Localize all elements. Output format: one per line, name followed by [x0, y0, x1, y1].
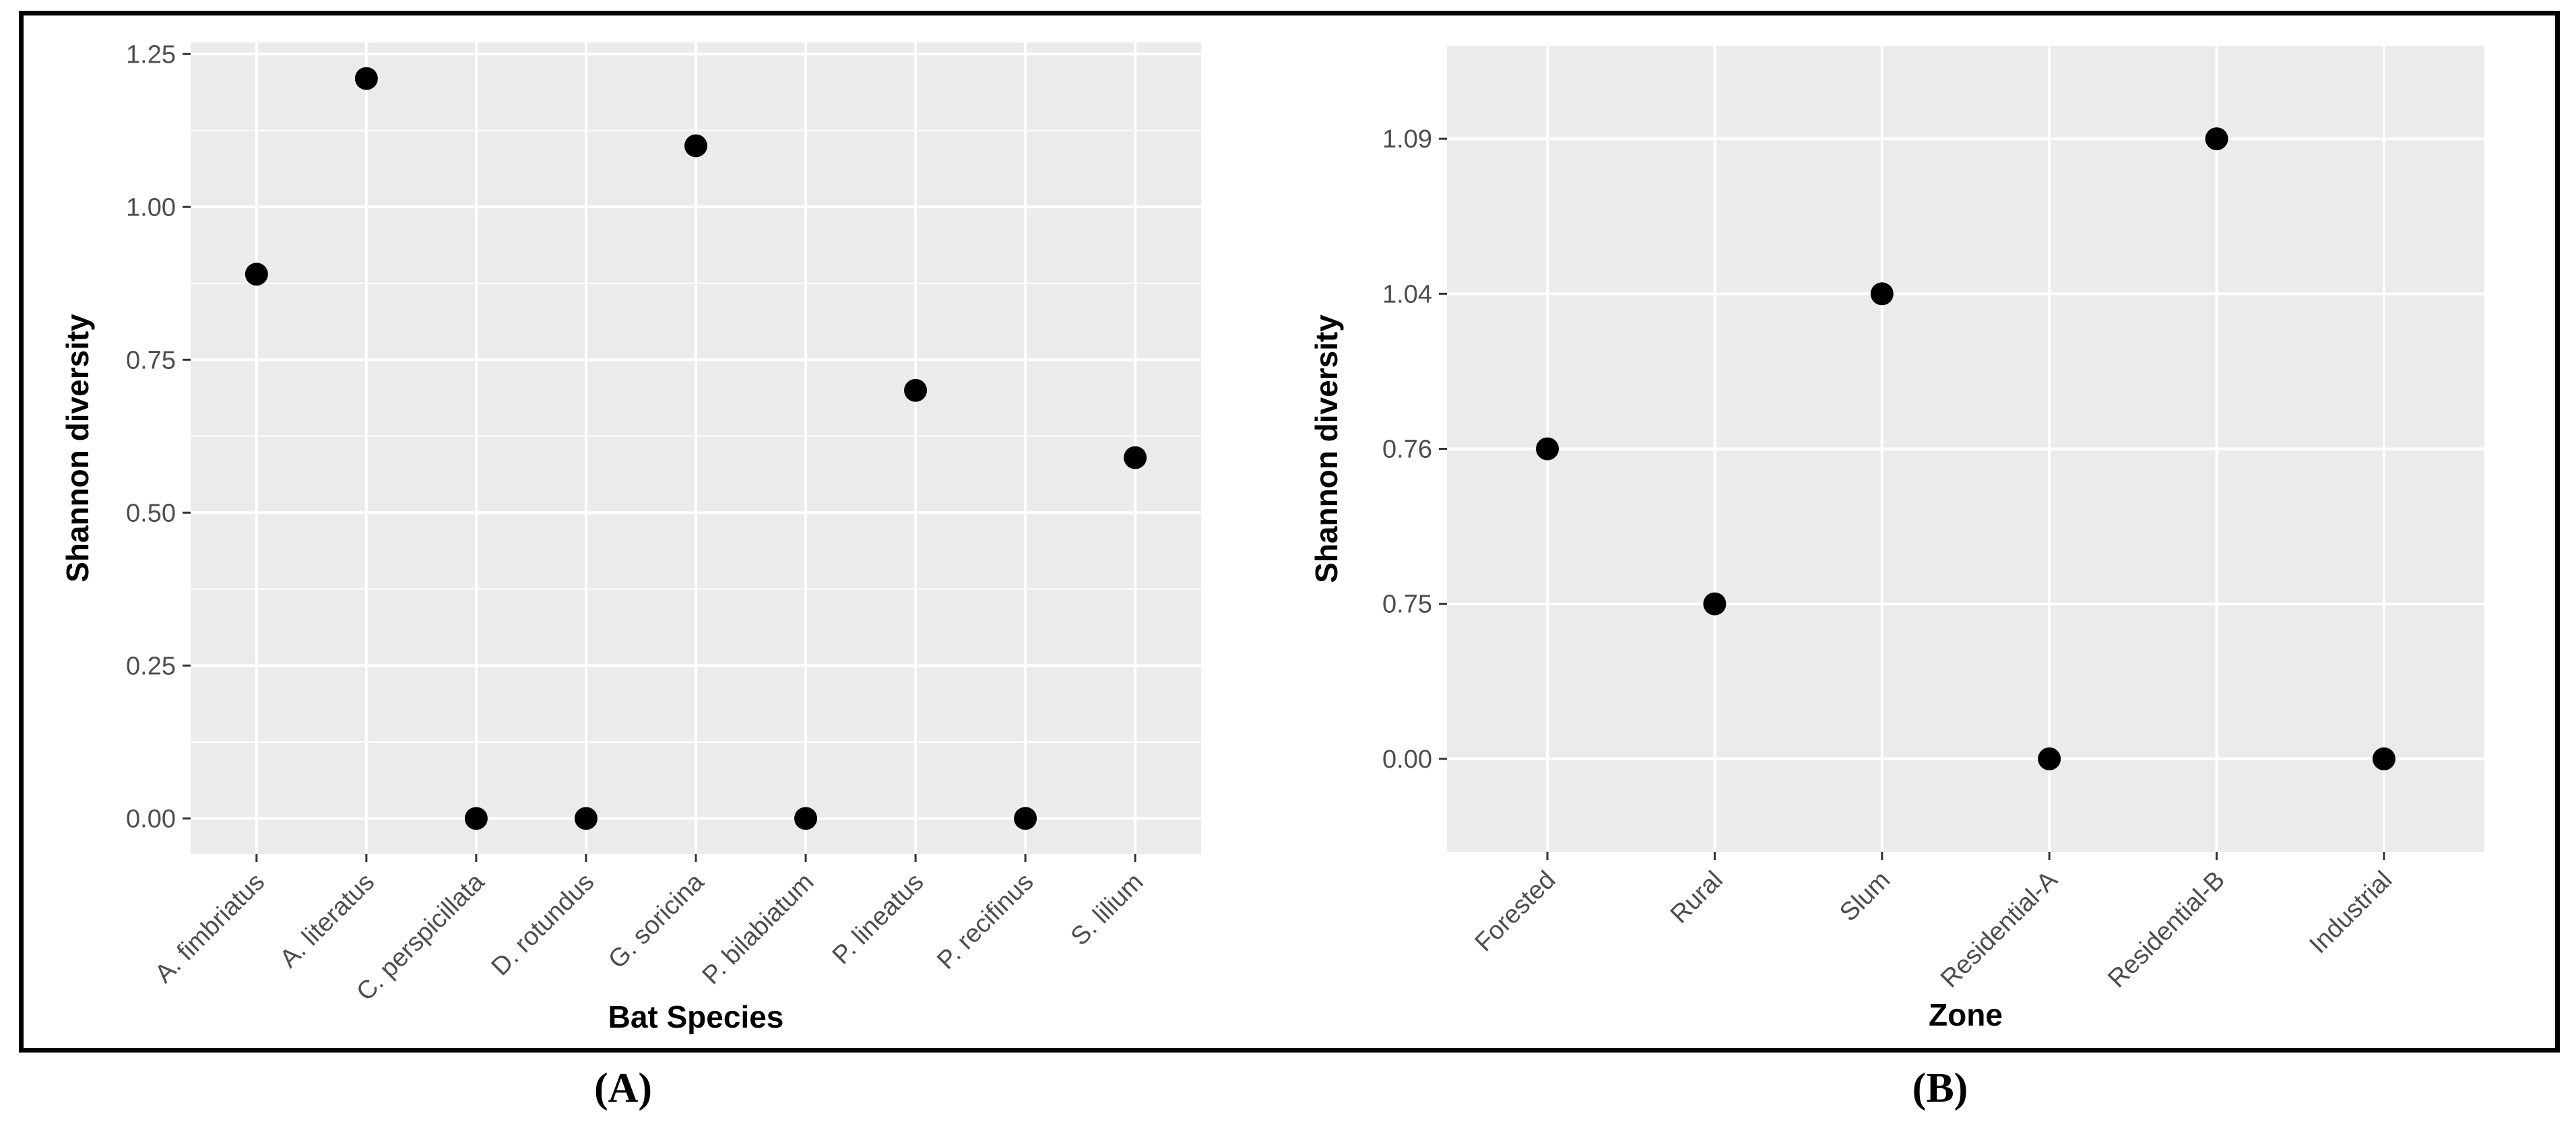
data-point — [354, 67, 378, 90]
y-tick-label: 1.00 — [126, 193, 176, 222]
y-tick-label: 0.75 — [1382, 591, 1432, 619]
caption-row: (A) (B) — [0, 1055, 2576, 1129]
data-point — [464, 807, 488, 830]
x-tick-label: S. lilium — [1066, 868, 1149, 952]
data-point — [1014, 807, 1037, 830]
data-point — [1703, 592, 1727, 615]
caption-label-b: (B) — [1912, 1065, 1968, 1111]
caption-label-a: (A) — [593, 1065, 653, 1111]
y-tick-label: 0.50 — [126, 499, 176, 527]
data-point — [2372, 747, 2395, 770]
x-tick-label: G. soricina — [603, 867, 710, 974]
data-point — [794, 807, 818, 830]
x-tick-label: D. rotundus — [486, 868, 600, 982]
data-point — [1124, 446, 1147, 469]
x-tick-label: Rural — [1665, 866, 1729, 929]
y-tick-label: 0.00 — [126, 805, 176, 833]
y-tick-label: 0.25 — [126, 652, 176, 680]
x-axis-title: Bat Species — [608, 999, 784, 1034]
y-tick-label: 1.09 — [1382, 125, 1432, 154]
x-tick-label: Slum — [1834, 866, 1896, 927]
x-tick-label: A. fimbriatus — [150, 868, 270, 989]
x-tick-label: Forested — [1470, 866, 1561, 958]
x-tick-label: P. bilabiatum — [697, 868, 820, 991]
y-tick-label: 0.00 — [1382, 745, 1432, 774]
data-point — [574, 807, 598, 830]
y-tick-label: 0.75 — [126, 346, 176, 374]
x-tick-label: A. literatus — [275, 868, 381, 974]
x-tick-label: Industrial — [2305, 866, 2398, 960]
chart-plot-b: 0.00 0.75 0.76 1.04 1.09 Forested Rural Slum Res… — [1309, 46, 2484, 1032]
chart-plot-a: 0.00 0.25 0.50 0.75 1.00 1.25 A. fimbriatus A. … — [60, 40, 1201, 1034]
y-axis-title: Shannon diversity — [1309, 314, 1344, 583]
figure-border-box: 0.00 0.25 0.50 0.75 1.00 1.25 A. fimbriatus A. … — [19, 11, 2560, 1053]
x-axis-title: Zone — [1929, 997, 2003, 1032]
x-tick-label: Residential-B — [2102, 866, 2230, 994]
data-point — [2205, 127, 2228, 151]
x-tick-label: Residential-A — [1935, 865, 2063, 993]
y-axis-title: Shannon diversity — [60, 314, 95, 582]
data-point — [904, 378, 928, 402]
data-point — [1536, 437, 1559, 461]
x-tick-label: P. lineatus — [827, 868, 930, 970]
x-tick-label: P. recifinus — [932, 868, 1039, 975]
y-tick-label: 1.04 — [1382, 280, 1432, 308]
data-point — [2038, 747, 2061, 770]
y-tick-label: 1.25 — [126, 40, 176, 69]
data-point — [245, 263, 268, 286]
data-point — [684, 134, 707, 158]
y-tick-label: 0.76 — [1382, 436, 1432, 464]
data-point — [1870, 282, 1894, 306]
